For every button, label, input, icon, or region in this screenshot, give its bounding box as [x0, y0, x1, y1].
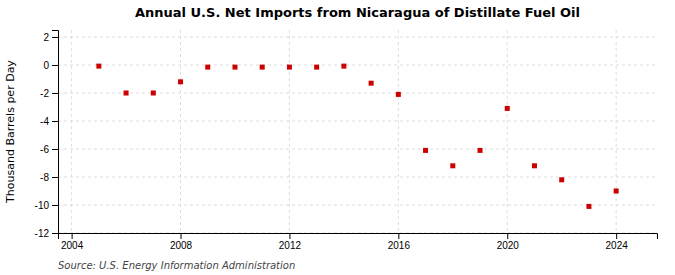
tick: -4: [40, 116, 58, 127]
tick: 2: [43, 32, 58, 43]
tick: -8: [40, 172, 58, 183]
tick: 0: [43, 60, 58, 71]
point: [450, 163, 455, 168]
grid-line: [58, 149, 657, 150]
tick-mark: [52, 205, 58, 206]
tick-mark: [616, 233, 617, 239]
tick-mark: [52, 37, 58, 38]
point: [369, 81, 374, 86]
tick: -10: [35, 200, 58, 211]
tick-mark: [52, 149, 58, 150]
point: [614, 189, 619, 194]
point: [586, 204, 591, 209]
tick: 2012: [279, 233, 302, 251]
grid-line: [398, 30, 399, 233]
axis-line: [52, 31, 59, 234]
y-label: Thousand Barrels per Day: [4, 60, 17, 204]
grid-line: [71, 30, 72, 233]
tick: 2008: [170, 233, 193, 251]
point: [124, 91, 129, 96]
tick-label: -6: [40, 144, 49, 155]
point: [341, 64, 346, 69]
axis-line: [59, 234, 658, 240]
tick-label: 2016: [388, 240, 411, 251]
tick-label: 2012: [279, 240, 302, 251]
grid-line: [507, 30, 508, 233]
point: [396, 92, 401, 97]
grid-line: [616, 30, 617, 233]
tick-label: -2: [40, 88, 49, 99]
chart: 2004 2008 2012 2016 2020 2024 2 0 -2 -4 -6 -8 -10 -12…: [0, 0, 675, 275]
tick-label: 2: [43, 32, 49, 43]
tick-mark: [289, 233, 290, 239]
point: [260, 65, 265, 70]
point: [559, 177, 564, 182]
tick-label: 2020: [497, 240, 520, 251]
annotation: Source: U.S. Energy Information Administ…: [58, 260, 295, 271]
grid-line: [289, 30, 290, 233]
tick: 2020: [497, 233, 520, 251]
tick: -6: [40, 144, 58, 155]
tick-label: -12: [35, 228, 50, 239]
title: Annual U.S. Net Imports from Nicaragua o…: [135, 5, 580, 20]
tick-mark: [52, 65, 58, 66]
point: [151, 91, 156, 96]
y-axis: 2 0 -2 -4 -6 -8 -10 -12: [35, 31, 59, 239]
tick-mark: [52, 93, 58, 94]
point: [314, 65, 319, 70]
tick: 2024: [606, 233, 629, 251]
tick-mark: [72, 233, 73, 239]
tick-label: 2024: [606, 240, 629, 251]
tick-mark: [52, 177, 58, 178]
tick-mark: [181, 233, 182, 239]
point: [505, 106, 510, 111]
grid: [58, 30, 657, 233]
tick-label: 2004: [61, 240, 84, 251]
grid-line: [58, 121, 657, 122]
grid-line: [58, 177, 657, 178]
point: [478, 148, 483, 153]
tick-label: 2008: [170, 240, 193, 251]
tick-mark: [507, 233, 508, 239]
grid-line: [180, 30, 181, 233]
tick: -2: [40, 88, 58, 99]
point: [232, 65, 237, 70]
tick-mark: [398, 233, 399, 239]
tick: 2004: [61, 233, 84, 251]
points: [96, 64, 618, 209]
point: [532, 163, 537, 168]
tick-label: 0: [43, 60, 49, 71]
tick-mark: [52, 121, 58, 122]
grid-line: [58, 37, 657, 38]
point: [287, 65, 292, 70]
point: [423, 148, 428, 153]
tick-label: -8: [40, 172, 49, 183]
grid-line: [58, 65, 657, 66]
grid-line: [58, 205, 657, 206]
tick-label: -10: [35, 200, 50, 211]
point: [96, 64, 101, 69]
tick: -12: [35, 228, 58, 239]
x-axis: 2004 2008 2012 2016 2020 2024: [59, 233, 658, 251]
point: [178, 79, 183, 84]
tick-label: -4: [40, 116, 49, 127]
tick: 2016: [388, 233, 411, 251]
tick-mark: [52, 233, 58, 234]
grid-line: [58, 93, 657, 94]
point: [205, 65, 210, 70]
